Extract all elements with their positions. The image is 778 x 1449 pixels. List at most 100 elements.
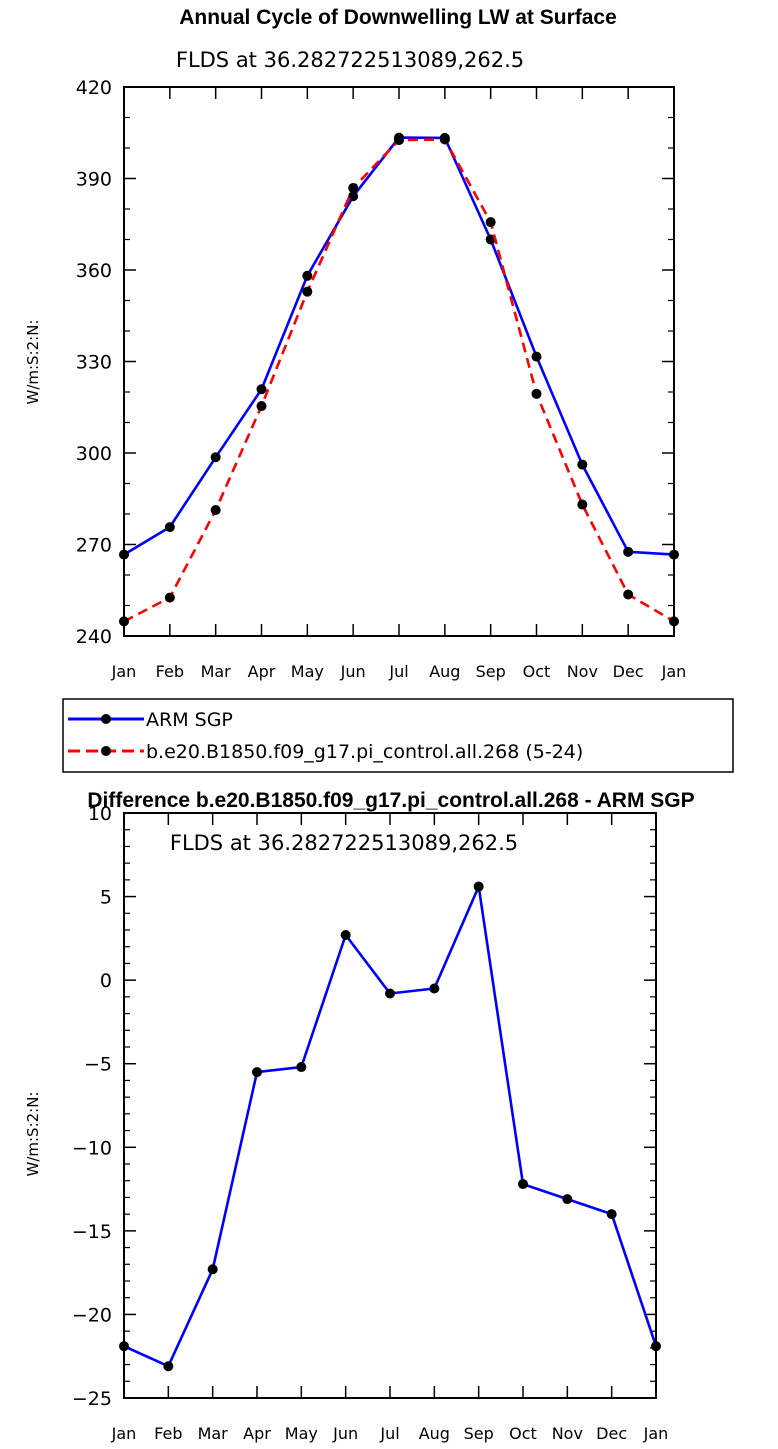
x-tick-label: Dec (596, 1424, 627, 1443)
data-point (210, 505, 221, 516)
data-point (531, 388, 542, 399)
data-point (562, 1194, 573, 1205)
data-point (669, 549, 679, 560)
data-point (119, 549, 129, 560)
data-point (606, 1209, 617, 1220)
x-tick-label: Feb (154, 1424, 182, 1443)
y-axis-label: W/m:S:2:N: (24, 1092, 42, 1177)
x-tick-label: Sep (476, 662, 506, 681)
x-tick-label: Jan (111, 662, 137, 681)
x-tick-label: Feb (156, 662, 184, 681)
data-point (651, 1341, 661, 1352)
x-tick-label: Mar (201, 662, 232, 681)
y-tick-label: −5 (84, 1054, 112, 1076)
x-tick-label: Jan (661, 662, 687, 681)
y-tick-label: 360 (76, 260, 112, 282)
x-tick-label: Jan (111, 1424, 137, 1443)
legend-marker-model (101, 746, 111, 756)
data-point (302, 286, 313, 297)
chart-title: Annual Cycle of Downwelling LW at Surfac… (179, 6, 617, 29)
y-tick-label: 300 (76, 443, 112, 465)
series-layer (119, 132, 679, 627)
data-point (394, 135, 404, 146)
data-point (485, 234, 496, 245)
y-tick-label: 0 (100, 970, 112, 992)
data-point (348, 191, 359, 202)
data-point (163, 1361, 174, 1372)
data-point (119, 616, 129, 627)
data-point (252, 1067, 262, 1078)
y-tick-label: 330 (76, 352, 112, 374)
series-layer (119, 881, 661, 1372)
data-point (385, 988, 395, 999)
x-tick-label: May (291, 662, 324, 681)
data-point (531, 351, 542, 362)
y-axis-label: W/m:S:2:N: (24, 320, 42, 405)
data-point (164, 522, 175, 533)
data-point (669, 616, 679, 627)
chart-subtitle: FLDS at 36.282722513089,262.5 (170, 831, 518, 855)
data-point (429, 983, 440, 994)
data-point (577, 499, 588, 510)
x-tick-label: Sep (464, 1424, 494, 1443)
data-point (210, 452, 221, 463)
y-tick-label: 5 (100, 887, 112, 909)
plot-frame (123, 812, 657, 1399)
legend-label-arm-sgp: ARM SGP (146, 709, 233, 731)
x-tick-label: Jun (340, 662, 366, 681)
x-tick-label: Apr (248, 662, 276, 681)
y-tick-label: −25 (72, 1388, 112, 1410)
difference-chart: Difference b.e20.B1850.f09_g17.pi_contro… (24, 789, 695, 1443)
data-point (623, 546, 634, 557)
x-tick-label: Nov (567, 662, 598, 681)
x-tick-label: Aug (429, 662, 460, 681)
series-line-0 (123, 136, 675, 556)
x-tick-label: Aug (419, 1424, 450, 1443)
chart-title: Difference b.e20.B1850.f09_g17.pi_contro… (87, 789, 694, 812)
y-tick-label: −15 (72, 1221, 112, 1243)
data-point (296, 1062, 307, 1073)
annual-cycle-chart: Annual Cycle of Downwelling LW at Surfac… (24, 6, 686, 681)
data-point (348, 182, 359, 193)
y-tick-label: 240 (76, 626, 112, 648)
data-point (256, 384, 267, 395)
y-tick-label: 10 (88, 803, 112, 825)
x-tick-label: Apr (243, 1424, 271, 1443)
legend: ARM SGP b.e20.B1850.f09_g17.pi_control.a… (62, 698, 734, 773)
data-point (577, 459, 588, 470)
data-point (256, 401, 267, 412)
x-tick-label: Mar (198, 1424, 229, 1443)
x-tick-label: Jun (332, 1424, 358, 1443)
data-point (485, 217, 496, 228)
y-tick-label: −10 (72, 1137, 112, 1159)
data-point (164, 592, 175, 603)
chart-subtitle: FLDS at 36.282722513089,262.5 (176, 48, 524, 72)
axes: 240 270 300 330 360 390 420 Jan Feb Mar Apr May Jun J… (76, 77, 687, 681)
data-point (439, 134, 450, 145)
series-line-0 (123, 885, 658, 1368)
data-point (340, 930, 351, 941)
y-tick-label: 390 (76, 169, 112, 191)
x-tick-label: Nov (552, 1424, 583, 1443)
x-tick-label: Jul (388, 662, 408, 681)
y-tick-label: −20 (72, 1304, 112, 1326)
data-point (119, 1341, 129, 1352)
data-point (473, 881, 484, 892)
y-tick-label: 270 (76, 535, 112, 557)
legend-label-model: b.e20.B1850.f09_g17.pi_control.all.268 (… (146, 741, 583, 763)
data-point (623, 589, 634, 600)
x-tick-label: Oct (509, 1424, 537, 1443)
data-point (518, 1179, 528, 1190)
x-tick-label: Jul (379, 1424, 399, 1443)
y-tick-label: 420 (76, 77, 112, 99)
x-tick-label: Dec (613, 662, 644, 681)
legend-marker-arm-sgp (101, 714, 111, 724)
x-tick-label: May (285, 1424, 318, 1443)
x-tick-label: Oct (523, 662, 551, 681)
series-line-1 (123, 138, 675, 623)
axes: −25 −20 −15 −10 −5 0 5 10 Jan Feb Mar Apr May Jun Jul A… (72, 803, 668, 1443)
data-point (302, 270, 313, 281)
data-point (207, 1264, 218, 1275)
legend-box (62, 698, 734, 773)
